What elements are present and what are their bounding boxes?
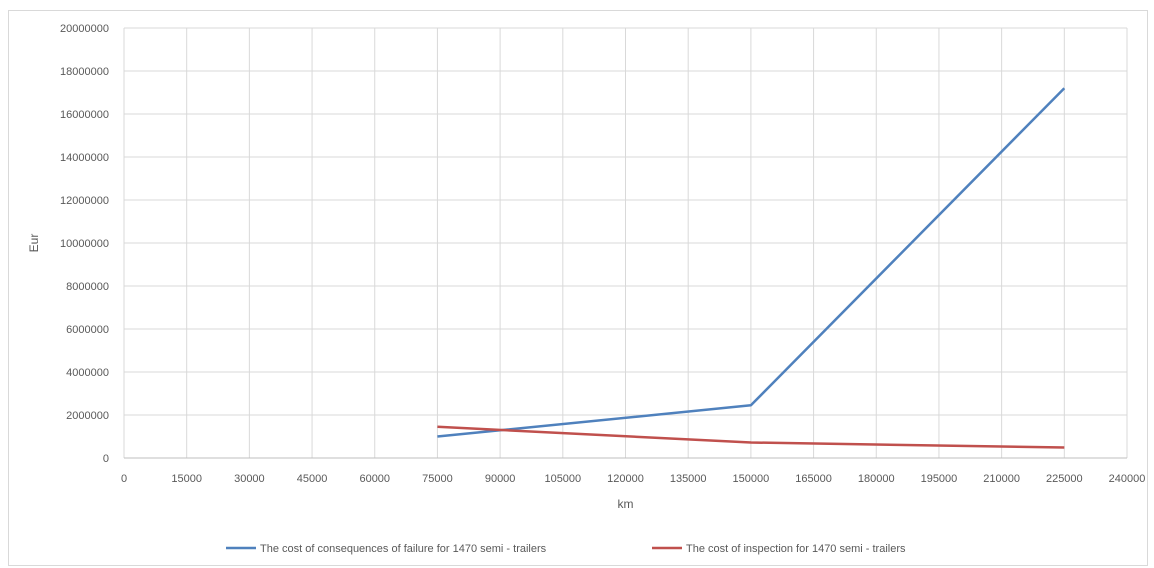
y-tick-label: 18000000 xyxy=(60,66,109,78)
axes xyxy=(123,28,1127,459)
y-tick-label: 20000000 xyxy=(60,23,109,35)
chart-frame xyxy=(8,10,1148,566)
x-tick-label: 150000 xyxy=(733,473,770,485)
legend-label-1: The cost of consequences of failure for … xyxy=(260,543,547,555)
x-tick-label: 30000 xyxy=(234,473,265,485)
x-tick-label: 75000 xyxy=(422,473,453,485)
x-tick-label: 120000 xyxy=(607,473,644,485)
x-tick-label: 90000 xyxy=(485,473,516,485)
legend: The cost of consequences of failure for … xyxy=(226,543,906,555)
x-tick-label: 45000 xyxy=(297,473,328,485)
x-axis-title: km xyxy=(618,497,634,511)
y-tick-labels: 0 2000000 4000000 6000000 8000000 10000000 120… xyxy=(60,23,109,465)
y-tick-label: 8000000 xyxy=(66,281,109,293)
y-tick-label: 16000000 xyxy=(60,109,109,121)
y-tick-label: 10000000 xyxy=(60,238,109,250)
x-tick-label: 15000 xyxy=(171,473,202,485)
legend-label-2: The cost of inspection for 1470 semi - t… xyxy=(686,543,906,555)
series-line-1 xyxy=(437,87,1066,438)
y-tick-label: 14000000 xyxy=(60,152,109,164)
y-axis-title: Eur xyxy=(27,234,41,253)
x-tick-labels: 0 15000 30000 45000 60000 75000 90000 105000 120… xyxy=(121,473,1145,485)
x-tick-label: 60000 xyxy=(359,473,390,485)
x-tick-label: 165000 xyxy=(795,473,832,485)
y-tick-label: 12000000 xyxy=(60,195,109,207)
x-tick-label: 105000 xyxy=(544,473,581,485)
x-tick-label: 0 xyxy=(121,473,127,485)
y-tick-label: 2000000 xyxy=(66,410,109,422)
x-tick-label: 135000 xyxy=(670,473,707,485)
x-tick-label: 180000 xyxy=(858,473,895,485)
x-tick-label: 210000 xyxy=(983,473,1020,485)
grid-lines xyxy=(124,27,1128,458)
x-tick-label: 225000 xyxy=(1046,473,1083,485)
x-tick-label: 240000 xyxy=(1109,473,1146,485)
x-tick-label: 195000 xyxy=(921,473,958,485)
series-line-2 xyxy=(437,425,1065,449)
series-lines xyxy=(437,87,1066,449)
y-tick-label: 6000000 xyxy=(66,324,109,336)
y-tick-label: 4000000 xyxy=(66,367,109,379)
y-tick-label: 0 xyxy=(103,453,109,465)
